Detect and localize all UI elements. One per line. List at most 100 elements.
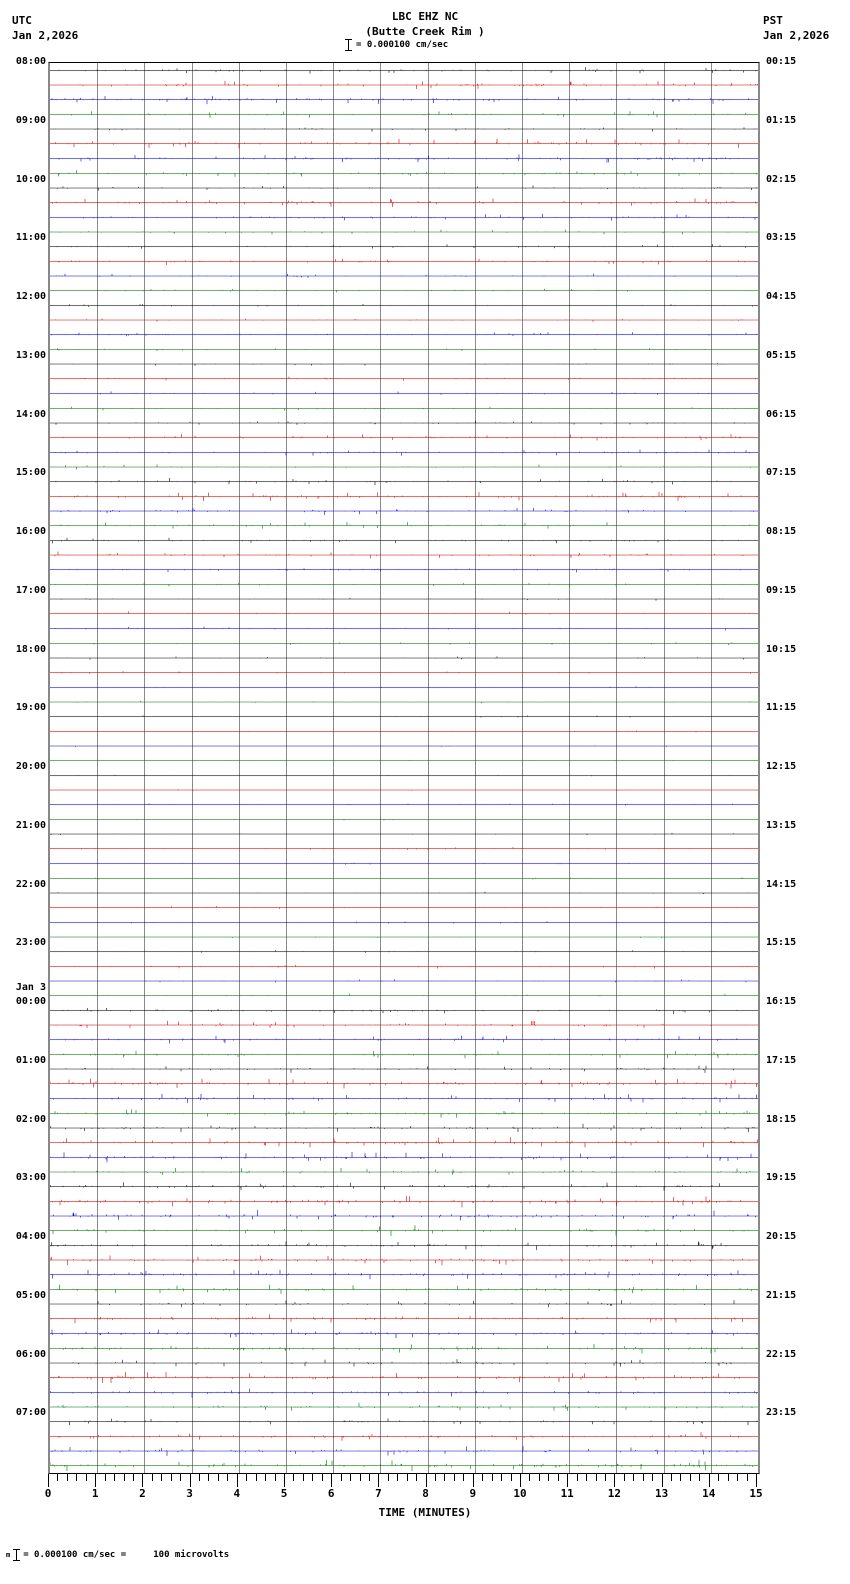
seismogram-trace[interactable]	[50, 944, 758, 959]
seismogram-trace[interactable]	[50, 1267, 758, 1283]
seismogram-trace[interactable]	[50, 195, 758, 210]
seismogram-trace[interactable]	[50, 958, 758, 974]
seismogram-trace[interactable]	[50, 856, 758, 871]
seismogram-trace[interactable]	[50, 1458, 758, 1473]
seismogram-trace[interactable]	[50, 1149, 758, 1165]
seismogram-trace[interactable]	[50, 1208, 758, 1224]
seismogram-trace[interactable]	[50, 1340, 758, 1356]
seismogram-trace[interactable]	[50, 635, 758, 651]
seismogram-trace[interactable]	[50, 1311, 758, 1327]
seismogram-trace[interactable]	[50, 768, 758, 783]
seismogram-trace[interactable]	[50, 973, 758, 989]
seismogram-trace[interactable]	[50, 1017, 758, 1033]
x-axis-minor-tick	[671, 1474, 673, 1481]
seismogram-trace[interactable]	[50, 283, 758, 298]
seismogram-trace[interactable]	[50, 1238, 758, 1253]
seismogram-trace[interactable]	[50, 180, 758, 196]
seismogram-trace[interactable]	[50, 107, 758, 122]
seismogram-trace[interactable]	[50, 753, 758, 768]
seismogram-trace[interactable]	[50, 1105, 758, 1121]
seismogram-trace[interactable]	[50, 606, 758, 622]
seismogram-trace[interactable]	[50, 533, 758, 548]
seismogram-trace[interactable]	[50, 1399, 758, 1415]
seismogram-trace[interactable]	[50, 885, 758, 901]
seismogram-trace[interactable]	[50, 591, 758, 607]
seismogram-trace[interactable]	[50, 870, 758, 886]
seismogram-trace[interactable]	[50, 1076, 758, 1092]
seismogram-trace[interactable]	[50, 1252, 758, 1268]
seismogram-trace[interactable]	[50, 1296, 758, 1312]
seismogram-trace[interactable]	[50, 797, 758, 813]
seismogram-trace[interactable]	[50, 782, 758, 798]
seismogram-trace[interactable]	[50, 342, 758, 357]
seismogram-trace[interactable]	[50, 1164, 758, 1180]
seismogram-trace[interactable]	[50, 1370, 758, 1385]
seismogram-trace[interactable]	[50, 356, 758, 372]
seismogram-trace[interactable]	[50, 723, 758, 739]
seismogram-trace[interactable]	[50, 826, 758, 842]
seismogram-trace[interactable]	[50, 1384, 758, 1400]
seismogram-trace[interactable]	[50, 914, 758, 930]
seismogram-trace[interactable]	[50, 900, 758, 915]
seismogram-trace[interactable]	[50, 430, 758, 445]
seismogram-trace[interactable]	[50, 459, 758, 475]
seismogram-trace[interactable]	[50, 1326, 758, 1341]
seismogram-trace[interactable]	[50, 503, 758, 519]
seismogram-trace[interactable]	[50, 92, 758, 108]
seismogram-trace[interactable]	[50, 121, 758, 137]
seismogram-trace[interactable]	[50, 1282, 758, 1297]
seismogram-trace[interactable]	[50, 386, 758, 401]
seismogram-trace[interactable]	[50, 488, 758, 504]
seismogram-trace[interactable]	[50, 327, 758, 343]
seismogram-trace[interactable]	[50, 312, 758, 328]
seismogram-trace[interactable]	[50, 1179, 758, 1194]
seismogram-trace[interactable]	[50, 679, 758, 695]
seismogram-trace[interactable]	[50, 268, 758, 284]
seismogram-trace[interactable]	[50, 77, 758, 93]
seismogram-trace[interactable]	[50, 709, 758, 724]
seismogram-trace[interactable]	[50, 165, 758, 181]
seismogram-trace[interactable]	[50, 136, 758, 152]
seismogram-trace[interactable]	[50, 1428, 758, 1444]
seismogram-trace[interactable]	[50, 812, 758, 827]
seismogram-trace[interactable]	[50, 929, 758, 945]
seismogram-trace[interactable]	[50, 665, 758, 680]
seismogram-trace[interactable]	[50, 1061, 758, 1077]
seismogram-trace[interactable]	[50, 474, 758, 489]
seismogram-trace[interactable]	[50, 298, 758, 313]
seismogram-trace[interactable]	[50, 444, 758, 460]
seismogram-trace[interactable]	[50, 63, 758, 78]
seismogram-trace[interactable]	[50, 694, 758, 710]
seismogram-trace[interactable]	[50, 1120, 758, 1136]
seismogram-trace[interactable]	[50, 239, 758, 254]
seismogram-trace[interactable]	[50, 1003, 758, 1018]
seismogram-trace[interactable]	[50, 1091, 758, 1106]
seismogram-trace[interactable]	[50, 841, 758, 857]
helicorder-plot[interactable]	[48, 62, 760, 1474]
seismogram-trace[interactable]	[50, 209, 758, 225]
seismogram-trace[interactable]	[50, 621, 758, 636]
seismogram-trace[interactable]	[50, 151, 758, 166]
x-axis-major-tick	[708, 1474, 710, 1487]
seismogram-trace[interactable]	[50, 224, 758, 240]
seismogram-trace[interactable]	[50, 1135, 758, 1150]
seismogram-trace[interactable]	[50, 562, 758, 578]
seismogram-trace[interactable]	[50, 1032, 758, 1048]
seismogram-trace[interactable]	[50, 518, 758, 533]
seismogram-trace[interactable]	[50, 1047, 758, 1062]
seismogram-trace[interactable]	[50, 1223, 758, 1238]
seismogram-trace[interactable]	[50, 1193, 758, 1209]
seismogram-trace[interactable]	[50, 738, 758, 754]
seismogram-trace[interactable]	[50, 988, 758, 1003]
seismogram-trace[interactable]	[50, 650, 758, 666]
seismogram-trace[interactable]	[50, 1414, 758, 1429]
seismogram-trace[interactable]	[50, 577, 758, 592]
seismogram-trace[interactable]	[50, 1355, 758, 1371]
seismogram-trace[interactable]	[50, 1443, 758, 1459]
utc-hour-label: 17:00	[15, 584, 46, 596]
seismogram-trace[interactable]	[50, 547, 758, 563]
seismogram-trace[interactable]	[50, 400, 758, 416]
seismogram-trace[interactable]	[50, 415, 758, 431]
seismogram-trace[interactable]	[50, 371, 758, 387]
seismogram-trace[interactable]	[50, 253, 758, 269]
